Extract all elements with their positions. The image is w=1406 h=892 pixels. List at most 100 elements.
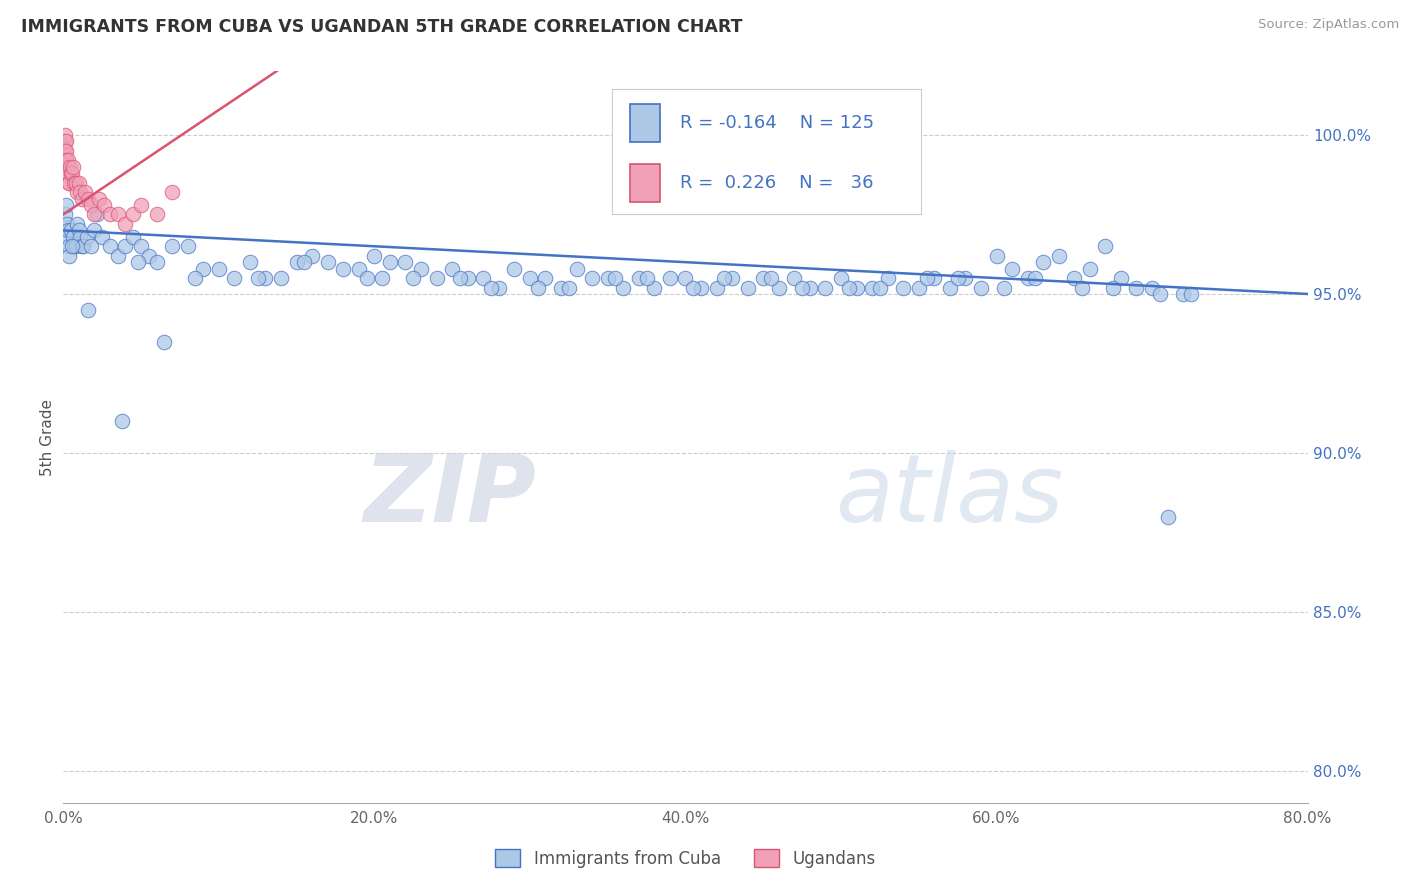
Point [581,271,603,285]
Point [56,217,79,231]
Point [426,271,449,285]
Point [713,271,735,285]
Point [860,280,883,294]
Point [129,198,152,212]
Text: IMMIGRANTS FROM CUBA VS UGANDAN 5TH GRADE CORRELATION CHART: IMMIGRANTS FROM CUBA VS UGANDAN 5TH GRAD… [21,18,742,36]
Point [70,192,93,206]
Point [73,185,96,199]
Point [790,280,813,294]
Point [1017,271,1039,285]
Text: Source: ZipAtlas.com: Source: ZipAtlas.com [1258,18,1399,31]
Point [184,271,207,285]
Point [59,160,82,174]
Point [838,280,860,294]
Point [347,261,370,276]
Point [915,271,938,285]
Point [402,271,425,285]
Point [127,255,149,269]
Point [98,207,121,221]
Point [270,271,292,285]
Text: R =  0.226    N =   36: R = 0.226 N = 36 [679,174,873,192]
Point [53,128,76,142]
Point [208,261,231,276]
Point [924,271,946,285]
Point [301,249,323,263]
Point [457,271,479,285]
Point [519,271,541,285]
Point [939,280,962,294]
Point [907,280,929,294]
Point [114,217,136,231]
Point [371,271,394,285]
Point [98,239,121,253]
Point [479,280,502,294]
Point [690,280,713,294]
Point [60,239,83,253]
Point [63,239,86,253]
FancyBboxPatch shape [630,104,659,142]
Point [869,280,891,294]
Y-axis label: 5th Grade: 5th Grade [39,399,55,475]
Point [66,217,89,231]
Point [363,249,385,263]
Point [1156,509,1178,524]
Point [246,271,269,285]
Point [55,229,77,244]
Point [53,144,76,158]
Point [550,280,572,294]
Point [1180,287,1202,301]
Point [1024,271,1046,285]
Point [356,271,378,285]
Point [1071,280,1094,294]
Point [122,207,145,221]
Point [91,229,114,244]
Point [55,160,77,174]
Point [1149,287,1171,301]
Point [239,255,262,269]
Point [145,255,167,269]
FancyBboxPatch shape [630,164,659,202]
Point [60,223,83,237]
Point [1063,271,1085,285]
Point [72,239,94,253]
Point [55,134,77,148]
Point [107,207,129,221]
Point [111,414,134,428]
Point [441,261,464,276]
Point [69,229,91,244]
Point [891,280,914,294]
Point [946,271,969,285]
Point [67,223,90,237]
Point [193,261,215,276]
Point [93,198,115,212]
Point [1032,255,1054,269]
Text: ZIP: ZIP [363,450,536,541]
Point [558,280,581,294]
Point [814,280,837,294]
Point [1047,249,1070,263]
Point [224,271,246,285]
Point [1102,280,1125,294]
Point [675,271,697,285]
Point [488,280,510,294]
Point [77,302,100,317]
Point [138,249,160,263]
Point [993,280,1015,294]
Point [1173,287,1195,301]
Point [58,249,80,263]
Point [316,255,339,269]
Point [86,207,108,221]
Point [62,160,84,174]
Point [53,141,76,155]
Point [56,223,79,237]
Point [605,271,627,285]
Point [752,271,775,285]
Point [60,166,83,180]
Point [67,176,90,190]
Point [768,280,790,294]
Point [83,223,105,237]
Point [706,280,728,294]
Point [612,280,634,294]
Point [83,207,105,221]
Point [69,185,91,199]
